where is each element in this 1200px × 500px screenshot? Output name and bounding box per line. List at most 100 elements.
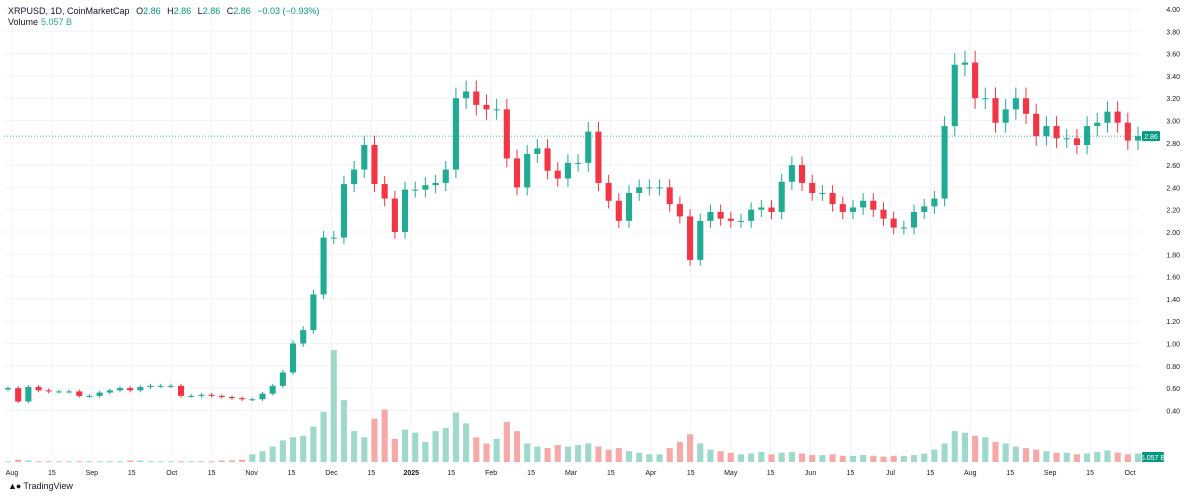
candle-body <box>55 391 62 393</box>
candle-body <box>178 385 185 396</box>
price-tick-label: 3.80 <box>1166 29 1180 36</box>
time-tick-label: Aug <box>6 470 19 477</box>
time-tick-label: 15 <box>607 470 615 477</box>
volume-bar <box>269 446 276 462</box>
candle-body <box>381 184 388 199</box>
volume-bar <box>463 423 470 462</box>
candle-body <box>198 394 205 396</box>
volume-bar <box>707 449 714 462</box>
candle-body <box>96 392 103 396</box>
candle-body <box>228 397 236 399</box>
volume-bar <box>1134 453 1142 462</box>
volume-label[interactable]: Volume <box>8 17 39 27</box>
price-tick-label: 1.60 <box>1166 275 1180 282</box>
volume-bar <box>86 461 93 463</box>
candle-body <box>15 388 22 402</box>
volume-bar <box>534 446 541 462</box>
candle-body <box>595 131 602 183</box>
candle-body <box>289 343 297 373</box>
volume-bar <box>289 437 297 462</box>
volume-bar <box>615 448 622 462</box>
candle-body <box>992 98 999 123</box>
volume-bar <box>717 451 724 462</box>
candle-body <box>1033 113 1040 137</box>
time-tick-label: Jun <box>805 470 816 477</box>
volume-bar <box>768 454 775 462</box>
candle-body <box>687 216 694 260</box>
volume-bar <box>544 448 551 462</box>
change-value: −0.03 (−0.93%) <box>257 6 320 16</box>
candle-body <box>86 395 93 397</box>
candle-body <box>737 220 745 222</box>
candle-body <box>778 181 785 212</box>
volume-bar <box>218 460 225 462</box>
candle-body <box>860 200 867 208</box>
volume-bar <box>35 461 42 463</box>
candle-body <box>391 198 398 232</box>
symbol-title[interactable]: XRPUSD, 1D, CoinMarketCap <box>8 6 130 16</box>
price-tick-label: 2.20 <box>1166 208 1180 215</box>
price-tick-label: 2.00 <box>1166 230 1180 237</box>
low-label: L <box>197 6 203 16</box>
volume-bar <box>1043 451 1050 462</box>
tradingview-logo[interactable]: ▲● TradingView <box>8 481 73 491</box>
candle-body <box>799 165 806 183</box>
volume-bar <box>1073 454 1080 462</box>
time-tick-label: Mar <box>565 470 578 477</box>
time-tick-label: Apr <box>645 470 657 477</box>
volume-bar <box>921 453 928 462</box>
time-tick-label: 15 <box>847 470 855 477</box>
candle-body <box>167 385 174 387</box>
candle-body <box>188 395 195 397</box>
candle-body <box>534 148 541 154</box>
volume-bar <box>228 460 236 462</box>
candle-body <box>1043 126 1050 137</box>
volume-bar <box>931 449 938 462</box>
candle-body <box>615 200 622 221</box>
price-tick-label: 0.60 <box>1166 386 1180 393</box>
time-tick-label: Nov <box>245 470 258 477</box>
volume-bar <box>890 455 897 462</box>
candle-body <box>1012 98 1019 110</box>
volume-bar <box>503 421 510 462</box>
price-tick-label: 2.80 <box>1166 141 1180 148</box>
candle-body <box>636 187 643 193</box>
volume-bar <box>656 454 663 462</box>
volume-bar <box>76 461 83 463</box>
volume-bar <box>361 437 368 462</box>
time-tick-label: Sep <box>86 470 99 477</box>
symbol-legend: XRPUSD, 1D, CoinMarketCap O2.86 H2.86 L2… <box>8 6 319 17</box>
volume-bar <box>483 443 490 462</box>
candle-body <box>900 227 907 229</box>
volume-bar <box>300 435 307 462</box>
volume-bar <box>66 461 73 463</box>
candle-body <box>931 198 938 207</box>
volume-bar <box>524 443 531 462</box>
volume-bar <box>239 459 246 462</box>
last-price-label: 2.86 <box>1144 134 1158 141</box>
close-label: C <box>226 6 234 16</box>
candle-body <box>513 158 521 188</box>
candle-body <box>768 207 775 212</box>
candle-body <box>432 182 439 186</box>
volume-bar <box>259 451 266 462</box>
high-label: H <box>167 6 174 16</box>
price-tick-label: 3.40 <box>1166 74 1180 81</box>
volume-bar <box>25 460 32 462</box>
volume-bar <box>106 461 113 463</box>
candle-body <box>66 391 73 393</box>
volume-bar <box>351 431 358 462</box>
time-tick-label: 2025 <box>403 470 419 477</box>
candle-body <box>544 148 551 171</box>
volume-bar <box>96 461 103 463</box>
candle-body <box>809 182 816 193</box>
candle-body <box>585 131 592 163</box>
price-tick-label: 2.60 <box>1166 163 1180 170</box>
candle-body <box>1114 111 1121 123</box>
volume-bar <box>951 431 958 462</box>
volume-bar <box>167 461 174 463</box>
volume-bar <box>473 437 480 462</box>
candle-body <box>422 185 429 190</box>
